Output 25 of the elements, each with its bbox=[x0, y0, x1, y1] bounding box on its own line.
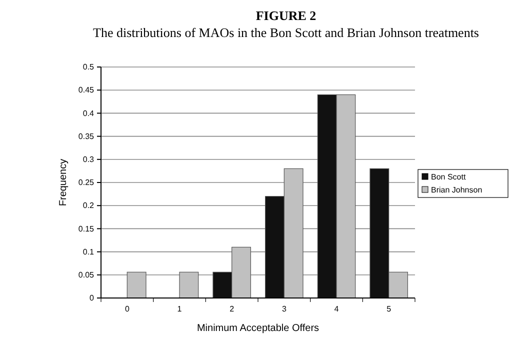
legend-label: Brian Johnson bbox=[431, 186, 482, 194]
y-tick-label: 0.25 bbox=[78, 178, 95, 188]
y-tick-label: 0.45 bbox=[78, 86, 95, 95]
x-tick-label: 1 bbox=[177, 304, 182, 314]
bar bbox=[126, 272, 146, 298]
y-tick-label: 0.5 bbox=[82, 62, 95, 72]
y-tick-label: 0.1 bbox=[82, 247, 95, 256]
y-tick-label: 0 bbox=[90, 294, 95, 303]
y-tick-label: 0.3 bbox=[82, 154, 95, 164]
bar bbox=[179, 272, 199, 298]
legend-label: Bon Scott bbox=[431, 172, 466, 182]
y-tick-label: 0.35 bbox=[78, 132, 95, 141]
chart-subtitle: The distributions of MAOs in the Bon Scott and Brian Johnson treatments bbox=[93, 25, 479, 40]
y-tick-label: 0.15 bbox=[78, 224, 95, 234]
y-tick-label: 0.05 bbox=[78, 270, 95, 280]
y-axis-title: Frequency bbox=[58, 158, 69, 206]
x-tick-label: 3 bbox=[282, 304, 287, 314]
x-tick-label: 2 bbox=[230, 304, 235, 314]
y-tick-label: 0.2 bbox=[82, 201, 95, 210]
x-tick-label: 4 bbox=[334, 304, 340, 314]
y-tick-label: 0.4 bbox=[82, 108, 95, 118]
x-tick-label: 0 bbox=[124, 304, 130, 314]
x-tick-label: 5 bbox=[386, 304, 392, 314]
x-axis-title: Minimum Acceptable Offers bbox=[196, 323, 320, 334]
chart-title: FIGURE 2 bbox=[256, 8, 316, 23]
